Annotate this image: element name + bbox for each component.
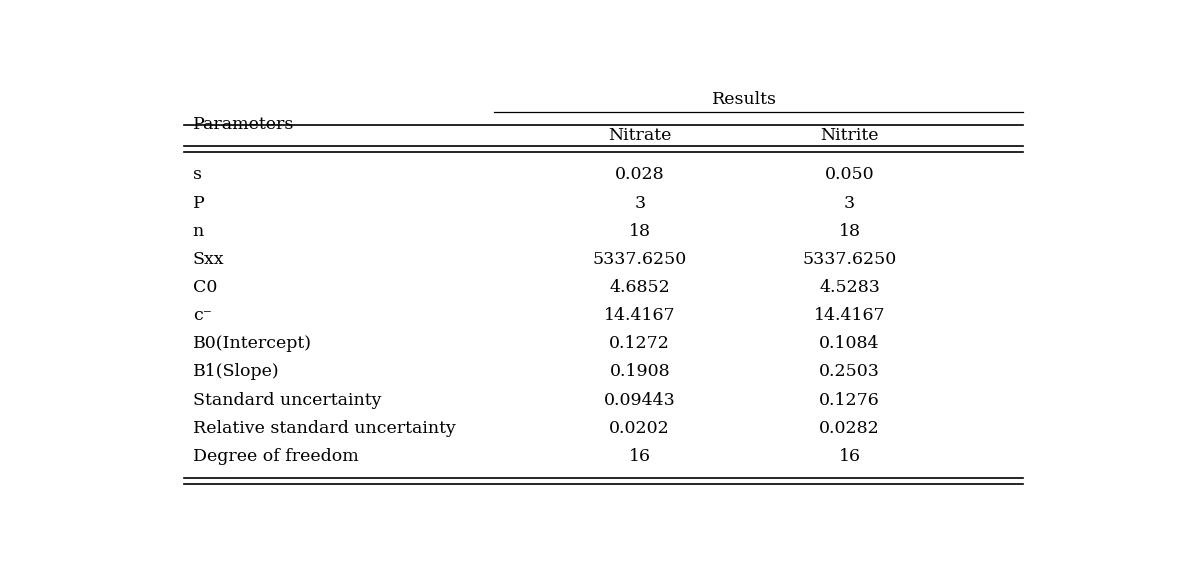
Text: Relative standard uncertainty: Relative standard uncertainty <box>193 420 455 437</box>
Text: B1(Slope): B1(Slope) <box>193 363 279 380</box>
Text: 18: 18 <box>629 222 651 239</box>
Text: 4.5283: 4.5283 <box>819 279 880 296</box>
Text: 0.028: 0.028 <box>614 166 665 183</box>
Text: Degree of freedom: Degree of freedom <box>193 448 359 465</box>
Text: 3: 3 <box>634 194 645 211</box>
Text: 5337.6250: 5337.6250 <box>803 251 897 268</box>
Text: 16: 16 <box>838 448 860 465</box>
Text: 18: 18 <box>838 222 860 239</box>
Text: Standard uncertainty: Standard uncertainty <box>193 392 381 409</box>
Text: 16: 16 <box>629 448 651 465</box>
Text: P: P <box>193 194 205 211</box>
Text: c⁻: c⁻ <box>193 307 212 324</box>
Text: C0: C0 <box>193 279 217 296</box>
Text: 3: 3 <box>844 194 855 211</box>
Text: 0.050: 0.050 <box>825 166 875 183</box>
Text: B0(Intercept): B0(Intercept) <box>193 335 312 352</box>
Text: Results: Results <box>712 92 777 109</box>
Text: 5337.6250: 5337.6250 <box>592 251 687 268</box>
Text: Nitrite: Nitrite <box>820 127 879 144</box>
Text: Nitrate: Nitrate <box>609 127 671 144</box>
Text: 4.6852: 4.6852 <box>610 279 670 296</box>
Text: 0.1908: 0.1908 <box>610 363 670 380</box>
Text: 0.0282: 0.0282 <box>819 420 880 437</box>
Text: 14.4167: 14.4167 <box>604 307 676 324</box>
Text: 0.09443: 0.09443 <box>604 392 676 409</box>
Text: Sxx: Sxx <box>193 251 225 268</box>
Text: n: n <box>193 222 204 239</box>
Text: 0.1084: 0.1084 <box>819 335 879 352</box>
Text: 0.1276: 0.1276 <box>819 392 880 409</box>
Text: 0.0202: 0.0202 <box>610 420 670 437</box>
Text: 14.4167: 14.4167 <box>813 307 885 324</box>
Text: 0.2503: 0.2503 <box>819 363 880 380</box>
Text: Parameters: Parameters <box>193 116 294 133</box>
Text: 0.1272: 0.1272 <box>610 335 670 352</box>
Text: s: s <box>193 166 201 183</box>
